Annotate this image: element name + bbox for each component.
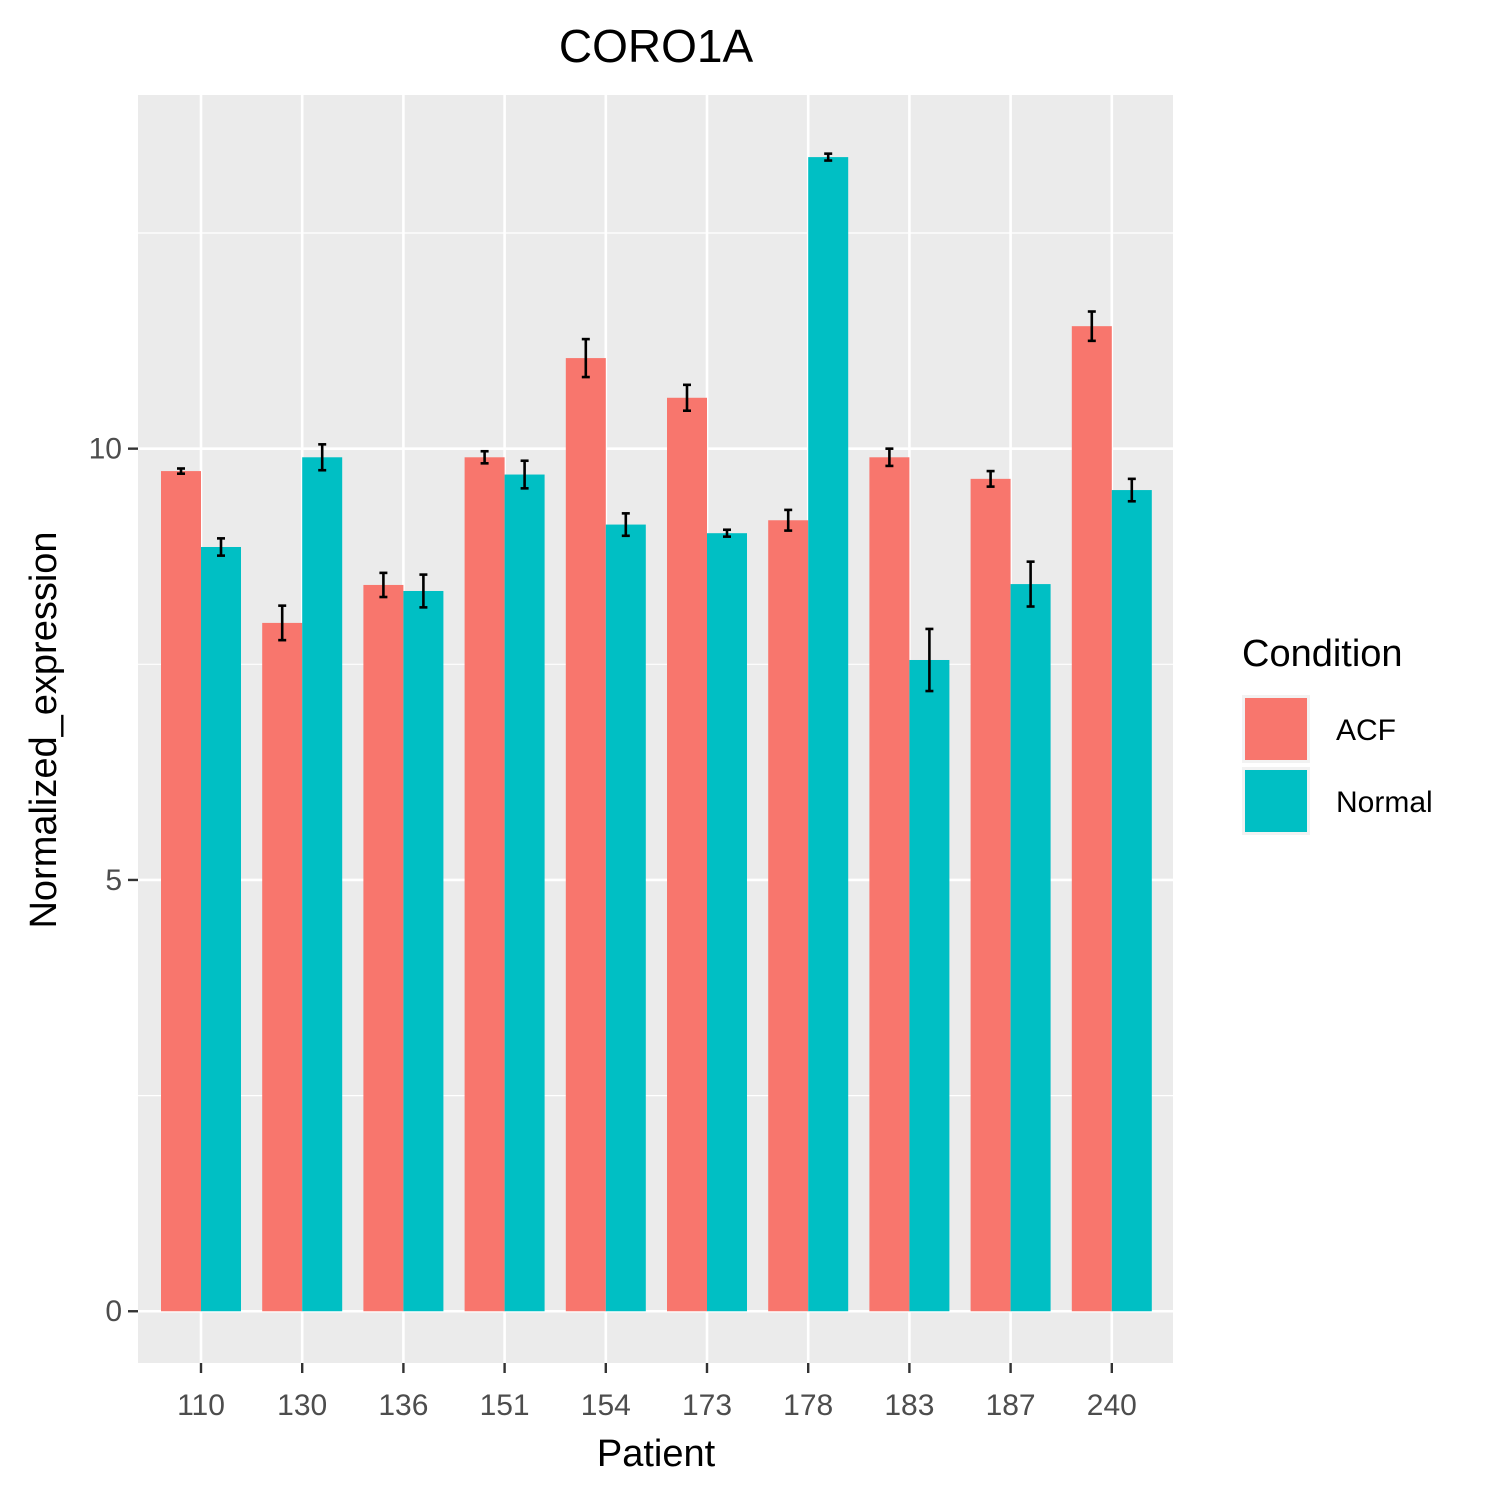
- bar-normal-151: [504, 474, 545, 1312]
- bar-acf-154: [565, 358, 606, 1312]
- bar-acf-130: [262, 622, 303, 1312]
- x-tick-label: 178: [783, 1389, 833, 1422]
- bar-normal-178: [808, 157, 849, 1312]
- legend-title: Condition: [1242, 633, 1403, 675]
- bar-normal-183: [909, 659, 950, 1312]
- x-tick-label: 136: [378, 1389, 428, 1422]
- y-axis-title: Normalized_expression: [23, 531, 65, 928]
- x-tick-label: 173: [682, 1389, 732, 1422]
- x-tick-label: 151: [480, 1389, 530, 1422]
- bars: [161, 157, 1152, 1312]
- bar-normal-110: [201, 546, 241, 1312]
- x-tick-label: 154: [581, 1389, 631, 1422]
- bar-normal-136: [403, 590, 444, 1312]
- bar-normal-173: [707, 533, 747, 1312]
- y-tick-label: 5: [105, 864, 122, 897]
- legend-label-acf: ACF: [1336, 714, 1396, 747]
- x-tick-label: 130: [277, 1389, 327, 1422]
- x-tick-label: 187: [986, 1389, 1036, 1422]
- bar-normal-154: [605, 524, 646, 1312]
- legend-key-acf: [1245, 698, 1307, 760]
- bar-acf-187: [970, 478, 1011, 1312]
- bar-acf-173: [667, 397, 707, 1312]
- legend-key-normal: [1245, 770, 1307, 832]
- x-tick-label: 240: [1087, 1389, 1137, 1422]
- chart-title: CORO1A: [559, 20, 754, 72]
- error-bars: [177, 152, 1136, 693]
- bar-normal-187: [1010, 584, 1051, 1312]
- bar-acf-240: [1071, 326, 1112, 1312]
- bar-acf-136: [363, 584, 404, 1312]
- bar-normal-130: [302, 457, 343, 1312]
- x-tick-label: 183: [884, 1389, 934, 1422]
- bar-acf-178: [768, 520, 809, 1312]
- y-tick-label: 0: [105, 1295, 122, 1328]
- bar-acf-183: [869, 457, 910, 1312]
- legend: Condition ACF Normal: [1242, 633, 1433, 835]
- x-axis-title: Patient: [597, 1433, 716, 1475]
- bar-normal-240: [1111, 490, 1152, 1312]
- bar-acf-110: [161, 471, 201, 1312]
- bar-acf-151: [464, 457, 505, 1312]
- legend-label-normal: Normal: [1336, 786, 1433, 819]
- axes: 0 5 10 110 130 136 151 154 173 178 183 187 240: [89, 433, 1137, 1422]
- x-tick-label: 110: [177, 1389, 225, 1422]
- y-tick-label: 10: [89, 433, 122, 466]
